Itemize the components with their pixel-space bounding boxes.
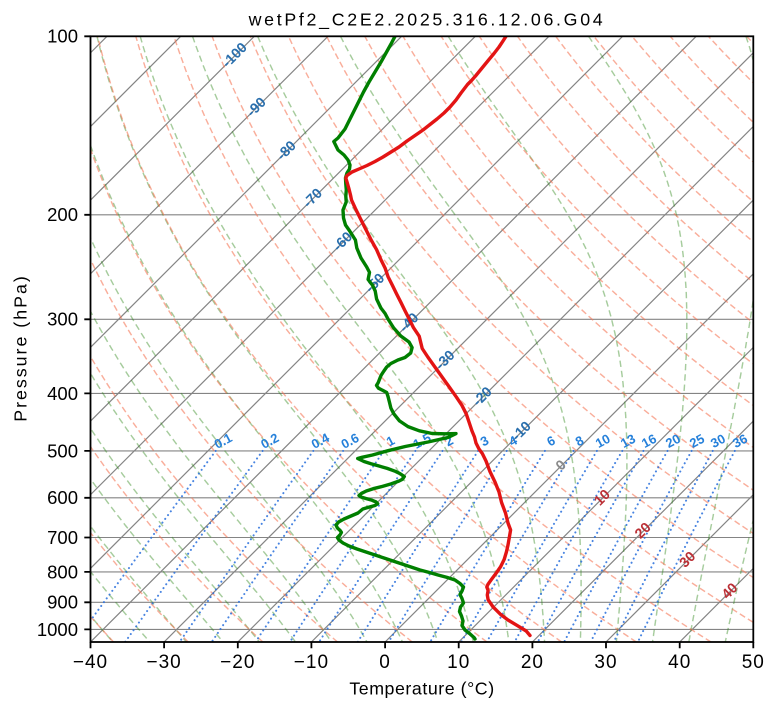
svg-text:0: 0 [379, 652, 391, 673]
svg-text:900: 900 [47, 592, 78, 613]
svg-text:30: 30 [594, 652, 617, 673]
svg-text:100: 100 [47, 26, 78, 47]
svg-text:10: 10 [447, 652, 470, 673]
svg-text:0.6: 0.6 [338, 430, 361, 452]
svg-text:700: 700 [47, 527, 78, 548]
svg-text:0.2: 0.2 [258, 430, 281, 452]
svg-text:1.5: 1.5 [410, 430, 433, 452]
svg-text:10: 10 [593, 431, 613, 451]
svg-text:800: 800 [47, 561, 78, 582]
svg-text:400: 400 [47, 383, 78, 404]
svg-text:0.1: 0.1 [212, 430, 235, 452]
svg-text:600: 600 [47, 487, 78, 508]
svg-text:40: 40 [668, 652, 691, 673]
svg-text:wetPf2_C2E2.2025.316.12.06.G04: wetPf2_C2E2.2025.316.12.06.G04 [248, 10, 606, 31]
svg-text:20: 20 [663, 431, 683, 451]
svg-text:500: 500 [47, 440, 78, 461]
svg-text:36: 36 [730, 431, 750, 451]
svg-text:−10: −10 [294, 652, 329, 673]
svg-text:300: 300 [47, 309, 78, 330]
svg-text:25: 25 [687, 431, 707, 451]
svg-text:Pressure (hPa): Pressure (hPa) [11, 274, 31, 422]
svg-text:200: 200 [47, 204, 78, 225]
svg-text:20: 20 [521, 652, 544, 673]
svg-text:13: 13 [618, 431, 638, 451]
svg-text:−30: −30 [146, 652, 181, 673]
svg-text:16: 16 [639, 431, 659, 451]
svg-text:30: 30 [708, 431, 728, 451]
svg-text:50: 50 [742, 652, 765, 673]
svg-text:Temperature (°C): Temperature (°C) [349, 679, 494, 699]
svg-text:−20: −20 [220, 652, 255, 673]
svg-text:1000: 1000 [37, 619, 78, 640]
svg-text:−40: −40 [73, 652, 108, 673]
